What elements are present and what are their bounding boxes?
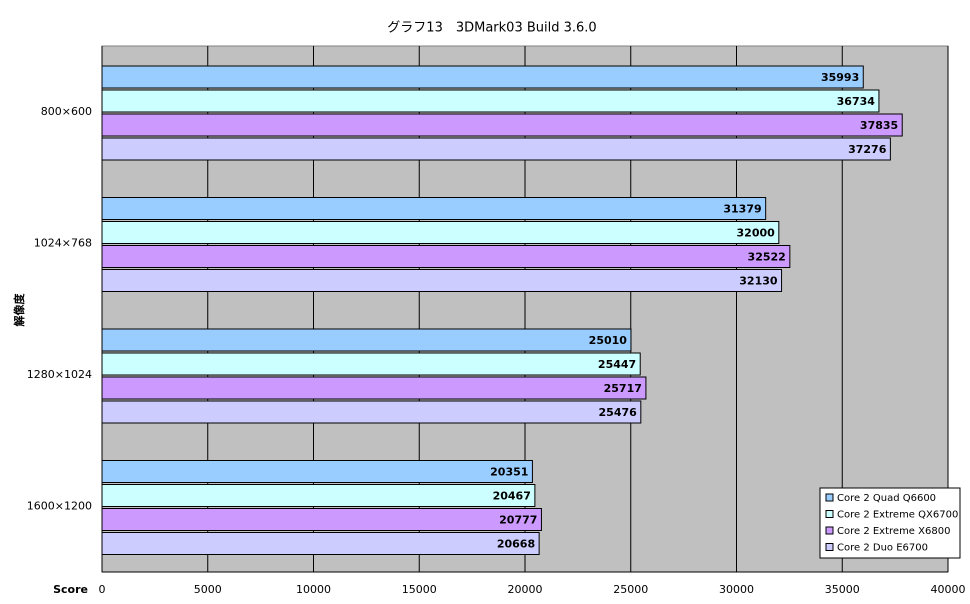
x-tick-label: 15000 xyxy=(402,583,437,596)
chart-title: グラフ13 3DMark03 Build 3.6.0 xyxy=(387,21,596,36)
x-axis-title: Score xyxy=(53,583,88,596)
value-label: 35993 xyxy=(821,71,859,84)
y-tick-label: 1600×1200 xyxy=(27,499,92,512)
legend-box xyxy=(819,487,961,559)
legend: Core 2 Quad Q6600 Core 2 Extreme QX6700 Co… xyxy=(819,487,961,559)
x-tick-label: 35000 xyxy=(825,583,860,596)
bar xyxy=(101,221,780,244)
bar xyxy=(101,532,540,555)
x-tick-label: 25000 xyxy=(613,583,648,596)
value-label: 20467 xyxy=(493,490,531,503)
value-label: 37276 xyxy=(848,143,887,156)
bar xyxy=(101,113,903,137)
y-tick-label: 800×600 xyxy=(41,105,92,118)
bar xyxy=(101,89,880,113)
x-tick-label: 40000 xyxy=(931,583,966,596)
legend-swatch xyxy=(825,543,834,551)
legend-label: Core 2 Quad Q6600 xyxy=(837,493,936,504)
value-label: 31379 xyxy=(723,203,761,216)
bar xyxy=(101,352,641,376)
value-label: 25010 xyxy=(589,334,628,347)
value-label: 32522 xyxy=(748,251,786,264)
x-tick-label: 0 xyxy=(99,583,106,596)
bar xyxy=(101,137,891,161)
bar xyxy=(101,508,542,531)
value-label: 37835 xyxy=(860,119,898,132)
legend-label: Core 2 Extreme X6800 xyxy=(837,526,950,537)
bar xyxy=(101,376,647,400)
y-tick-label: 1280×1024 xyxy=(27,368,92,381)
value-label: 25476 xyxy=(599,406,638,419)
value-label: 20777 xyxy=(499,514,537,527)
y-tick-label: 1024×768 xyxy=(34,236,92,249)
legend-swatch xyxy=(825,510,834,518)
legend-swatch xyxy=(825,493,834,502)
legend-swatch xyxy=(825,526,834,535)
value-label: 25717 xyxy=(604,382,642,395)
y-axis-title: 解像度 xyxy=(12,293,26,327)
x-tick-label: 30000 xyxy=(719,583,754,596)
x-tick-label: 10000 xyxy=(296,583,331,596)
bar xyxy=(101,484,536,507)
value-label: 20668 xyxy=(497,538,535,551)
value-label: 32130 xyxy=(739,275,778,288)
value-label: 20351 xyxy=(490,466,528,479)
value-label: 25447 xyxy=(598,358,636,371)
bar xyxy=(101,328,632,352)
bar xyxy=(101,400,642,424)
legend-label: Core 2 Extreme QX6700 xyxy=(837,510,958,521)
value-label: 32000 xyxy=(737,227,776,240)
bar xyxy=(101,65,864,89)
value-label: 36734 xyxy=(837,95,876,108)
bar xyxy=(101,245,791,268)
bar xyxy=(101,197,767,220)
x-tick-label: 5000 xyxy=(194,583,222,596)
bar xyxy=(101,460,533,483)
legend-label: Core 2 Duo E6700 xyxy=(837,543,928,554)
bar xyxy=(101,269,783,292)
x-tick-label: 20000 xyxy=(508,583,543,596)
